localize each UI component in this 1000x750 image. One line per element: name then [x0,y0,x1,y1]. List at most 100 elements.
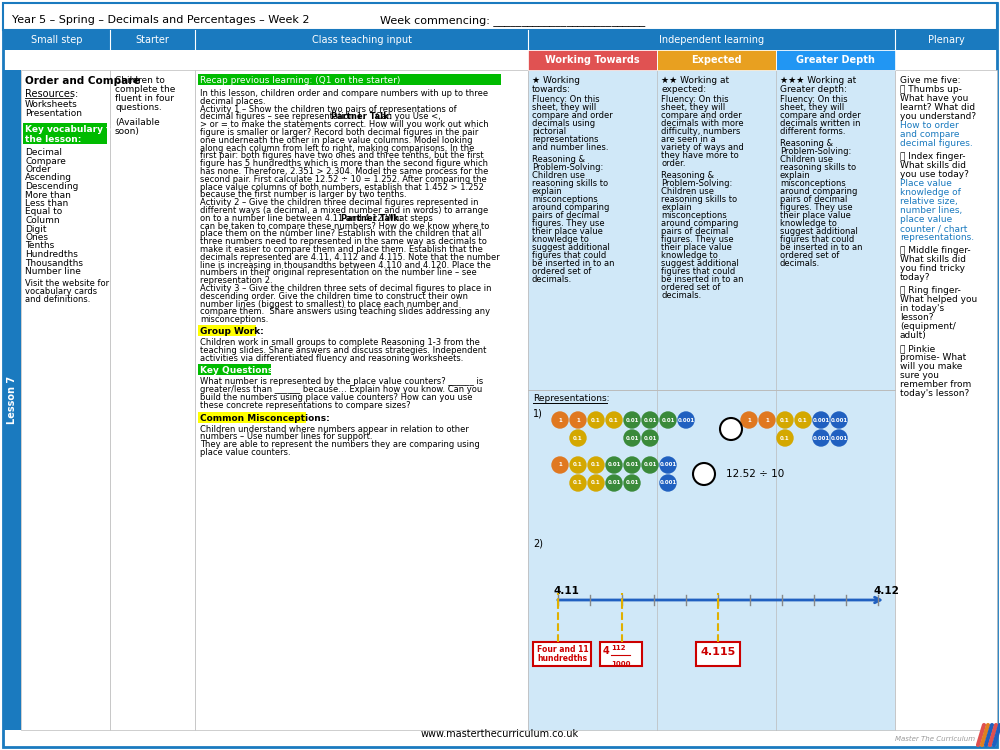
Text: 12.52 ÷ 10: 12.52 ÷ 10 [726,469,784,479]
Text: Fluency: On this: Fluency: On this [661,95,729,104]
Text: sure you: sure you [900,371,939,380]
Text: Place value: Place value [900,179,952,188]
Text: 0.1: 0.1 [591,418,601,422]
Text: can be taken to compare these numbers? How do we know where to: can be taken to compare these numbers? H… [200,221,489,230]
Text: teaching slides. Share answers and discuss strategies. Independent: teaching slides. Share answers and discu… [200,346,486,355]
Text: Digit: Digit [25,224,46,233]
Text: different forms.: different forms. [780,127,846,136]
Text: What steps: What steps [383,214,433,223]
Circle shape [570,412,586,428]
Text: today's lesson?: today's lesson? [900,389,969,398]
Text: and number lines.: and number lines. [532,143,608,152]
FancyBboxPatch shape [657,50,776,70]
Text: Fluency: On this: Fluency: On this [532,95,600,104]
Text: and definitions.: and definitions. [25,296,90,304]
Text: numbers – Use number lines for support.: numbers – Use number lines for support. [200,433,372,442]
FancyBboxPatch shape [195,70,528,730]
Text: three numbers need to represented in the same way as decimals to: three numbers need to represented in the… [200,237,487,246]
FancyBboxPatch shape [528,50,657,70]
FancyBboxPatch shape [600,642,642,666]
FancyBboxPatch shape [198,364,271,376]
Text: 0.01: 0.01 [625,436,639,440]
Text: one underneath the other in place value columns. Model looking: one underneath the other in place value … [200,136,473,145]
Text: today?: today? [900,273,930,282]
Text: suggest additional: suggest additional [661,259,739,268]
Text: 0.1: 0.1 [591,463,601,467]
Text: Key vocabulary for: Key vocabulary for [25,125,121,134]
Circle shape [570,457,586,473]
Text: Starter: Starter [136,35,169,45]
FancyBboxPatch shape [110,70,195,730]
Text: these concrete representations to compare sizes?: these concrete representations to compar… [200,400,411,410]
Text: They are able to represent the numbers they are comparing using: They are able to represent the numbers t… [200,440,480,449]
Text: lesson?: lesson? [900,313,934,322]
Text: Representations:: Representations: [533,394,610,403]
Text: along each column from left to right, making comparisons. In the: along each column from left to right, ma… [200,143,474,152]
FancyBboxPatch shape [776,50,895,70]
Text: number lines,: number lines, [900,206,962,215]
Text: explain: explain [532,187,563,196]
Text: figure has 5 hundredths which is more than the second figure which: figure has 5 hundredths which is more th… [200,159,488,168]
Text: Children use: Children use [780,155,833,164]
FancyBboxPatch shape [3,70,21,730]
Text: first pair: both figures have two ones and three tenths, but the first: first pair: both figures have two ones a… [200,152,484,160]
Text: and compare: and compare [900,130,960,139]
Text: numbers in their original representation on the number line – see: numbers in their original representation… [200,268,477,278]
Circle shape [552,457,568,473]
Text: representations: representations [532,135,598,144]
Text: Descending: Descending [25,182,78,191]
Text: More than: More than [25,190,71,200]
Text: Children understand where numbers appear in relation to other: Children understand where numbers appear… [200,424,469,433]
Text: 0.001: 0.001 [812,418,830,422]
FancyBboxPatch shape [533,642,591,666]
Text: sheet, they will: sheet, they will [532,103,596,112]
Text: 4.115: 4.115 [700,647,736,657]
Text: place them on the number line? Establish with the children that all: place them on the number line? Establish… [200,230,482,238]
Text: place value: place value [900,215,952,224]
Text: explain: explain [780,171,811,180]
Text: 0.01: 0.01 [607,481,621,485]
Circle shape [813,412,829,428]
Text: 1): 1) [533,408,543,418]
FancyBboxPatch shape [3,30,997,50]
Text: 0.001: 0.001 [812,436,830,440]
Text: reasoning skills to: reasoning skills to [661,195,737,204]
Text: their place value: their place value [780,211,851,220]
Text: pairs of decimal: pairs of decimal [532,211,599,220]
Text: misconceptions: misconceptions [661,211,727,220]
Text: 0.001: 0.001 [830,436,848,440]
Text: 1: 1 [765,418,769,422]
Text: build the numbers using place value counters? How can you use: build the numbers using place value coun… [200,393,473,402]
Text: questions.: questions. [115,103,162,112]
Text: 0.001: 0.001 [830,418,848,422]
Text: Tenths: Tenths [25,242,54,250]
FancyBboxPatch shape [21,70,110,730]
Text: Visit the website for: Visit the website for [25,280,109,289]
Text: compare them.  Share answers using teaching slides addressing any: compare them. Share answers using teachi… [200,308,490,316]
Text: figures that could: figures that could [661,267,735,276]
Text: order.: order. [661,159,686,168]
Text: Hundredths: Hundredths [25,250,78,259]
Text: figures. They use: figures. They use [532,219,605,228]
Text: reasoning skills to: reasoning skills to [780,163,856,172]
Text: Recap previous learning: (Q1 on the starter): Recap previous learning: (Q1 on the star… [200,76,400,85]
Text: they have more to: they have more to [661,151,739,160]
Text: in today's: in today's [900,304,944,313]
Text: representations.: representations. [900,233,974,242]
Text: counter / chart: counter / chart [900,224,967,233]
Text: Common Misconceptions:: Common Misconceptions: [200,413,330,422]
Text: ordered set of: ordered set of [532,267,591,276]
Text: Column: Column [25,216,60,225]
Text: figures. They use: figures. They use [780,203,853,212]
Circle shape [588,412,604,428]
Circle shape [831,412,847,428]
Text: What skills did: What skills did [900,161,966,170]
Text: misconceptions: misconceptions [780,179,846,188]
Text: Children use: Children use [661,187,714,196]
Text: fluent in four: fluent in four [115,94,174,103]
Text: make it easier to compare them and place them. Establish that the: make it easier to compare them and place… [200,245,483,254]
Circle shape [570,430,586,446]
Text: Key Questions:: Key Questions: [200,367,277,376]
Circle shape [831,430,847,446]
Text: What skills did: What skills did [900,255,966,264]
